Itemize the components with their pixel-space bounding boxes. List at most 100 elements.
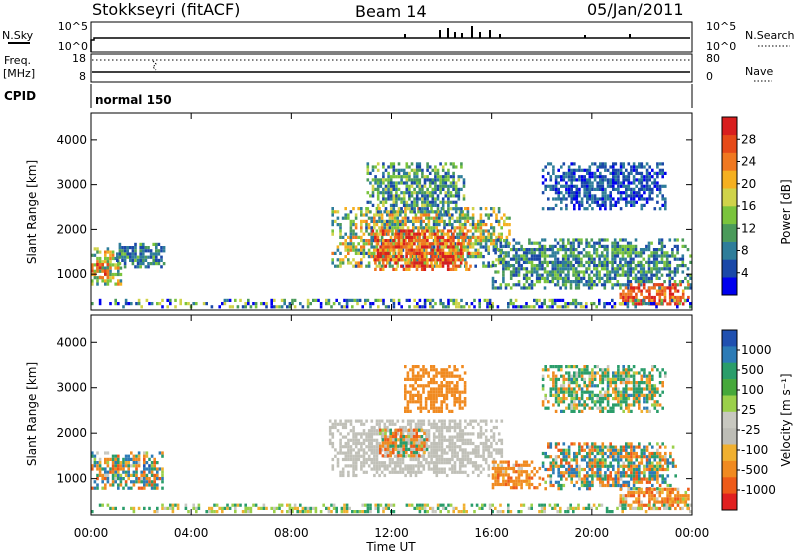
range-gate-cell — [552, 461, 555, 465]
range-gate-cell — [499, 460, 503, 464]
range-gate-cell — [625, 197, 628, 201]
range-gate-cell — [632, 244, 635, 248]
range-gate-cell — [591, 474, 594, 478]
range-gate-cell — [160, 265, 163, 269]
range-gate-cell — [254, 305, 258, 309]
range-gate-cell — [362, 422, 366, 426]
range-gate-cell — [392, 245, 395, 249]
range-gate-cell — [488, 302, 492, 306]
range-gate-cell — [496, 479, 500, 483]
range-gate-cell — [422, 422, 426, 426]
range-gate-cell — [347, 432, 350, 436]
range-gate-cell — [423, 264, 427, 268]
range-gate-cell — [585, 238, 588, 242]
range-gate-cell — [101, 266, 104, 270]
range-gate-cell — [624, 292, 628, 296]
range-gate-cell — [155, 252, 158, 256]
range-gate-cell — [448, 219, 451, 223]
range-gate-cell — [462, 178, 466, 182]
range-gate-cell — [420, 255, 424, 259]
range-gate-cell — [440, 245, 444, 249]
range-gate-cell — [573, 171, 576, 175]
range-gate-cell — [370, 457, 374, 462]
range-gate-cell — [352, 470, 355, 474]
range-gate-cell — [347, 454, 350, 458]
range-gate-cell — [423, 239, 427, 243]
range-gate-cell — [448, 448, 452, 452]
range-gate-cell — [638, 194, 641, 198]
range-gate-cell — [399, 438, 403, 442]
range-gate-cell — [341, 451, 345, 455]
range-gate-cell — [402, 435, 405, 439]
range-gate-cell — [638, 165, 641, 169]
range-gate-cell — [573, 184, 576, 188]
range-gate-cell — [131, 255, 135, 259]
range-gate-cell — [402, 200, 406, 204]
range-gate-cell — [106, 470, 110, 474]
range-gate-cell — [106, 473, 110, 477]
range-gate-cell — [130, 473, 133, 477]
range-gate-cell — [627, 451, 631, 456]
range-gate-cell — [370, 251, 373, 255]
range-gate-cell — [502, 466, 505, 471]
range-gate-cell — [548, 305, 552, 309]
range-gate-cell — [435, 381, 438, 385]
range-gate-cell — [625, 474, 628, 478]
range-gate-cell — [418, 232, 421, 236]
range-gate-cell — [561, 257, 565, 261]
range-gate-cell — [648, 171, 651, 175]
range-gate-cell — [404, 406, 407, 410]
range-gate-cell — [417, 457, 420, 462]
range-gate-cell — [434, 178, 437, 182]
range-gate-cell — [406, 371, 410, 375]
range-gate-cell — [424, 384, 428, 388]
range-gate-cell — [643, 175, 646, 179]
range-gate-cell — [457, 239, 460, 243]
range-gate-cell — [525, 257, 529, 261]
range-gate-cell — [451, 464, 454, 468]
range-gate-cell — [382, 181, 385, 185]
range-gate-cell — [648, 175, 651, 179]
range-gate-cell — [347, 261, 350, 265]
range-gate-cell — [409, 397, 412, 401]
range-gate-cell — [464, 451, 467, 455]
range-gate-cell — [598, 260, 601, 264]
range-gate-cell — [650, 302, 653, 306]
range-gate-cell — [471, 461, 475, 465]
range-gate-cell — [415, 267, 419, 271]
range-gate-cell — [409, 473, 413, 478]
range-gate-cell — [354, 216, 358, 220]
range-gate-cell — [467, 251, 471, 255]
range-gate-cell — [415, 239, 419, 243]
range-gate-cell — [502, 251, 505, 255]
range-gate-cell — [591, 162, 594, 166]
range-gate-cell — [370, 419, 374, 423]
range-gate-cell — [119, 282, 123, 286]
range-gate-cell — [461, 390, 464, 394]
range-gate-cell — [637, 276, 640, 280]
range-gate-cell — [241, 305, 245, 309]
range-gate-cell — [429, 305, 432, 309]
range-gate-cell — [606, 168, 610, 172]
colorbar-tick-label: 4 — [741, 266, 749, 280]
range-gate-cell — [564, 280, 568, 284]
range-gate-cell — [410, 454, 413, 458]
range-gate-cell — [612, 162, 615, 166]
range-gate-cell — [567, 445, 571, 449]
range-gate-cell — [446, 229, 450, 233]
range-gate-cell — [378, 258, 381, 262]
range-gate-cell — [515, 270, 518, 274]
range-gate-cell — [515, 476, 518, 480]
range-gate-cell — [642, 283, 646, 287]
range-gate-cell — [369, 200, 372, 204]
range-gate-cell — [461, 226, 464, 230]
range-gate-cell — [443, 377, 446, 381]
range-gate-cell — [477, 251, 480, 255]
range-gate-cell — [106, 477, 110, 481]
range-gate-cell — [155, 249, 158, 253]
range-gate-cell — [538, 241, 542, 245]
range-gate-cell — [663, 299, 667, 303]
range-gate-cell — [458, 425, 462, 430]
range-gate-cell — [415, 200, 419, 204]
